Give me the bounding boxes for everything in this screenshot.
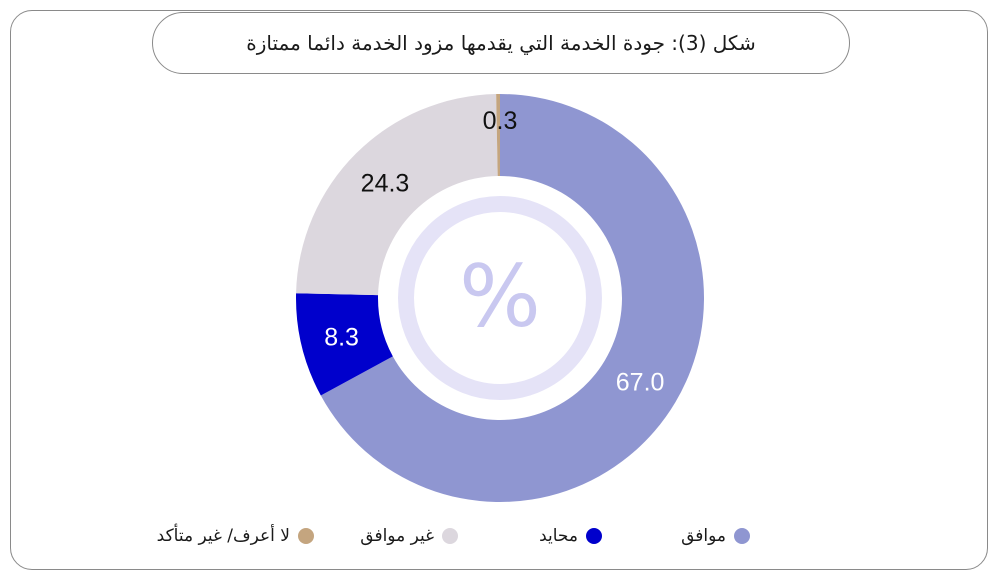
center-ring [398, 196, 602, 400]
legend-swatch-neutral [586, 528, 602, 544]
slice-dont-know [496, 94, 500, 177]
chart-title-box: شكل (3): جودة الخدمة التي يقدمها مزود ال… [152, 12, 850, 74]
legend-swatch-agree [734, 528, 750, 544]
legend-item-neutral: محايد [539, 520, 602, 552]
legend-item-agree: موافق [681, 520, 750, 552]
chart-title: شكل (3): جودة الخدمة التي يقدمها مزود ال… [246, 31, 756, 55]
legend: موافق محايد غير موافق لا أعرف/ غير متأكد [0, 520, 1000, 552]
legend-label-neutral: محايد [539, 526, 578, 546]
legend-item-disagree: غير موافق [360, 520, 458, 552]
slice-label-dont-know: 0.3 [483, 107, 518, 135]
slice-label-agree: 67.0 [616, 368, 665, 396]
legend-label-dont-know: لا أعرف/ غير متأكد [156, 526, 290, 546]
legend-swatch-dont-know [298, 528, 314, 544]
slice-disagree [296, 94, 498, 296]
slice-label-disagree: 24.3 [361, 169, 410, 197]
legend-item-dont-know: لا أعرف/ غير متأكد [157, 520, 314, 552]
slice-label-neutral: 8.3 [324, 323, 359, 351]
slice-agree [320, 94, 704, 502]
percent-icon: % [459, 247, 541, 347]
slice-neutral [296, 293, 393, 396]
legend-label-disagree: غير موافق [360, 526, 434, 546]
legend-label-agree: موافق [681, 526, 726, 546]
legend-swatch-disagree [442, 528, 458, 544]
figure-frame [10, 10, 988, 570]
